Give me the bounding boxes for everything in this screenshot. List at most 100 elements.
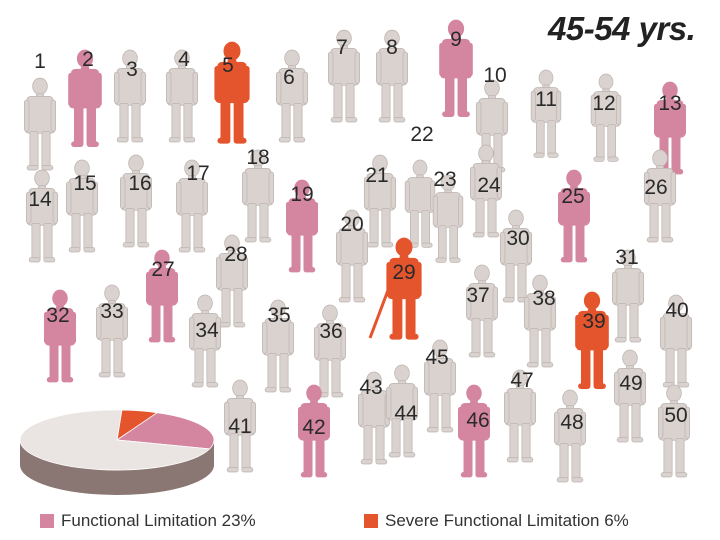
person-36: 36 <box>313 304 347 398</box>
person-number: 11 <box>535 88 557 111</box>
person-icon <box>503 369 537 463</box>
pie-chart <box>19 409 215 495</box>
person-number: 15 <box>73 172 96 195</box>
person-icon <box>657 384 691 478</box>
person-number: 12 <box>592 92 615 115</box>
person-icon <box>523 274 557 368</box>
person-number: 36 <box>319 320 342 343</box>
pie-side <box>20 440 214 495</box>
person-number: 17 <box>186 162 209 185</box>
person-21: 21 <box>363 154 397 248</box>
person-3: 3 <box>113 49 147 143</box>
person-icon <box>499 209 533 303</box>
person-46: 46 <box>457 384 491 478</box>
person-number: 4 <box>178 48 190 71</box>
person-icon <box>223 379 257 473</box>
person-9: 9 <box>439 19 473 117</box>
person-icon <box>432 174 464 263</box>
person-number: 19 <box>290 183 313 206</box>
person-icon <box>457 384 491 478</box>
person-number: 23 <box>433 168 456 191</box>
person-22: 22 <box>404 123 436 248</box>
person-number: 35 <box>267 304 290 327</box>
legend-limitation: Functional Limitation 23% <box>40 509 256 533</box>
person-42: 42 <box>297 384 331 478</box>
person-30: 30 <box>499 209 533 303</box>
person-icon <box>285 179 319 273</box>
person-number: 6 <box>283 66 295 89</box>
person-44: 44 <box>385 364 419 458</box>
person-number: 21 <box>365 164 388 187</box>
person-number: 50 <box>664 404 687 427</box>
person-icon <box>327 29 361 123</box>
person-20: 20 <box>335 209 369 303</box>
pie-slice-limitation <box>115 412 215 450</box>
person-icon <box>469 144 503 238</box>
person-icon <box>241 149 275 243</box>
person-icon <box>65 159 99 253</box>
person-icon <box>363 154 397 248</box>
walking-cane-icon <box>368 284 392 339</box>
person-icon <box>68 49 102 147</box>
person-number: 32 <box>46 304 69 327</box>
person-49: 49 <box>613 349 647 443</box>
person-icon <box>297 384 331 478</box>
person-32: 32 <box>43 289 77 383</box>
person-25: 25 <box>557 169 591 263</box>
person-icon <box>557 169 591 263</box>
person-number: 37 <box>466 284 489 307</box>
person-icon <box>611 249 645 343</box>
person-number: 5 <box>222 54 234 77</box>
person-14: 14 <box>25 169 59 263</box>
person-number: 29 <box>392 261 415 284</box>
person-number: 1 <box>34 50 46 73</box>
person-number: 7 <box>336 36 348 59</box>
person-icon <box>439 19 473 117</box>
legend-severe-label: Severe Functional Limitation 6% <box>385 511 629 530</box>
person-icon <box>215 234 249 328</box>
pie-slice-none <box>19 409 211 471</box>
person-number: 3 <box>126 58 138 81</box>
person-number: 42 <box>302 416 325 439</box>
person-37: 37 <box>465 264 499 358</box>
person-icon <box>375 29 409 123</box>
person-28: 28 <box>215 234 249 328</box>
person-icon <box>119 154 153 248</box>
person-number: 8 <box>386 36 398 59</box>
legend-severe-swatch <box>364 514 378 528</box>
person-icon <box>313 304 347 398</box>
person-icon <box>165 49 199 143</box>
person-18: 18 <box>241 146 275 243</box>
person-number: 26 <box>644 176 667 199</box>
person-number: 13 <box>658 92 681 115</box>
person-icon <box>95 284 129 378</box>
person-2: 2 <box>68 48 102 147</box>
person-number: 24 <box>477 174 501 197</box>
person-19: 19 <box>285 179 319 273</box>
person-number: 18 <box>246 146 269 169</box>
person-number: 39 <box>582 310 605 333</box>
person-29: 29 <box>386 237 422 340</box>
person-icon <box>23 77 57 171</box>
person-31: 31 <box>611 246 645 343</box>
person-icon <box>25 169 59 263</box>
person-icon <box>214 41 250 144</box>
person-38: 38 <box>523 274 557 368</box>
person-5: 5 <box>214 41 250 144</box>
person-number: 40 <box>665 299 688 322</box>
person-number: 20 <box>340 213 363 236</box>
person-35: 35 <box>261 299 295 393</box>
person-41: 41 <box>223 379 257 473</box>
person-icon <box>188 294 222 388</box>
person-48: 48 <box>553 389 587 483</box>
person-12: 12 <box>590 73 622 162</box>
person-number: 2 <box>82 48 94 71</box>
person-number: 46 <box>466 409 489 432</box>
person-11: 11 <box>530 69 562 158</box>
person-number: 10 <box>483 64 506 87</box>
person-icon <box>261 299 295 393</box>
person-icon <box>465 264 499 358</box>
person-1: 1 <box>23 50 57 171</box>
age-group-title: 45-54 yrs. <box>548 10 696 47</box>
